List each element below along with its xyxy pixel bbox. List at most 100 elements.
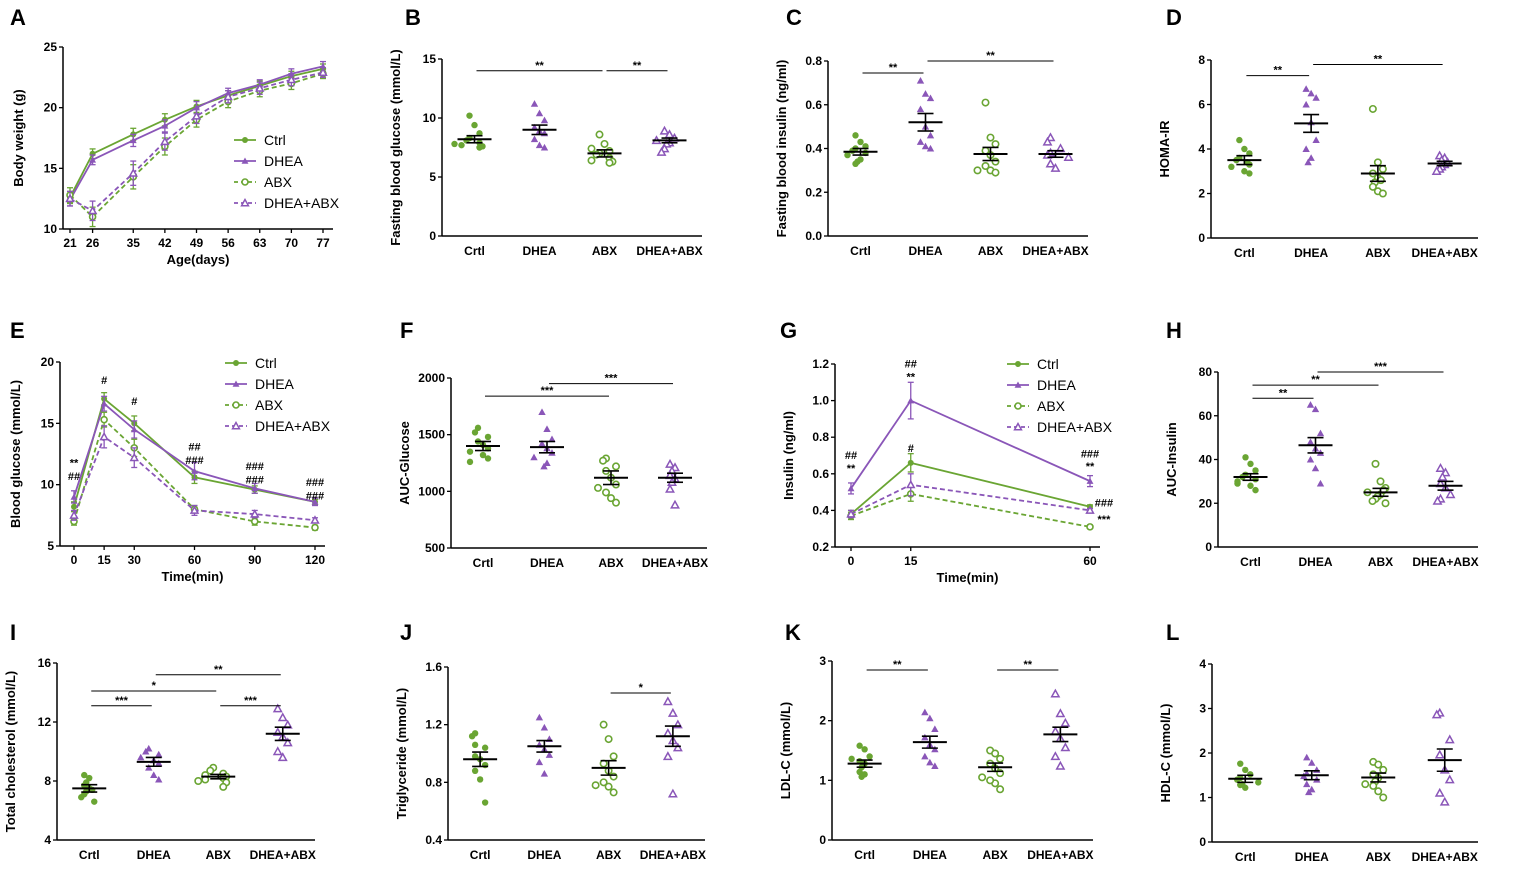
data-point: [160, 136, 170, 146]
data-point: [1241, 168, 1248, 175]
y-tick-label: 60: [1199, 409, 1213, 423]
data-point: [476, 776, 484, 783]
series-line: [73, 435, 316, 522]
data-point: [474, 424, 482, 432]
data-point: [191, 111, 202, 120]
data-point: [318, 67, 328, 76]
data-point: [656, 146, 667, 156]
data-point: [591, 781, 600, 790]
data-point: [926, 714, 934, 722]
data-point: [1055, 708, 1066, 718]
x-tick-label: 70: [285, 236, 299, 250]
group-dhea-abx: [1043, 688, 1078, 770]
data-point: [100, 400, 108, 407]
y-tick-label: 20: [1199, 496, 1213, 510]
data-point: [587, 144, 596, 153]
data-point: [286, 74, 297, 84]
group-dhea-abx: [658, 458, 692, 509]
x-tick-label: DHEA: [527, 848, 561, 862]
data-point: [593, 483, 602, 492]
significance-mark: ##: [68, 471, 80, 483]
data-point: [540, 462, 548, 470]
x-axis-label: Time(min): [162, 569, 224, 584]
data-point: [1361, 780, 1370, 789]
significance-mark: **: [906, 371, 915, 383]
y-tick-label: 4: [44, 833, 51, 847]
x-tick-label: 0: [848, 554, 855, 568]
significance-mark: **: [889, 62, 898, 74]
data-point: [250, 509, 260, 518]
data-point: [981, 162, 990, 171]
group-abx: [1360, 104, 1395, 198]
group-dhea-abx: [1428, 463, 1463, 505]
data-point: [538, 408, 546, 415]
y-tick-label: 20: [44, 101, 58, 115]
data-point: [272, 703, 283, 713]
group-dhea: [1298, 401, 1333, 487]
data-point: [481, 744, 489, 751]
y-tick-label: 500: [425, 541, 445, 555]
data-point: [543, 425, 551, 432]
y-tick-label: 2000: [418, 371, 445, 385]
data-point: [1379, 793, 1388, 802]
data-point: [272, 746, 283, 756]
data-point: [543, 459, 551, 466]
series-line: [850, 493, 1091, 528]
x-tick-label: DHEA+ABX: [1027, 848, 1093, 862]
data-point: [1373, 158, 1382, 167]
data-point: [611, 498, 620, 507]
data-point: [906, 479, 916, 489]
data-point: [1302, 145, 1310, 152]
data-point: [672, 742, 683, 752]
group-crtl: [843, 132, 878, 168]
data-point: [1311, 405, 1320, 413]
data-point: [1306, 455, 1315, 463]
x-tick-label: DHEA: [908, 244, 942, 258]
x-tick-label: Crtl: [854, 848, 875, 862]
data-point: [150, 771, 158, 779]
y-tick-label: 2: [1199, 746, 1206, 760]
data-point: [1444, 774, 1455, 784]
x-tick-label: 63: [253, 236, 267, 250]
y-tick-label: 15: [44, 161, 58, 175]
x-tick-label: DHEA+ABX: [636, 244, 702, 258]
significance-mark: **: [1273, 65, 1282, 77]
data-point: [1431, 166, 1442, 175]
series-dhea-abx: [69, 425, 320, 524]
data-point: [137, 753, 145, 761]
legend-label: DHEA: [1037, 377, 1077, 393]
data-point: [606, 494, 615, 503]
panel-f: F AUC-Glucose 500 1000 1500 2000 Crtl DHEA ABX DH…: [397, 318, 708, 570]
data-point: [1060, 717, 1071, 727]
data-point: [471, 753, 479, 760]
data-point: [1378, 189, 1387, 198]
y-tick-label: 3: [819, 654, 826, 668]
data-point: [852, 132, 859, 139]
data-point: [1241, 145, 1248, 153]
data-point: [1236, 136, 1243, 144]
data-point: [1313, 766, 1321, 773]
x-tick-label: DHEA+ABX: [642, 556, 708, 570]
significance-mark: #: [131, 396, 137, 408]
panel-e: E Blood glucose (mmol/L) 5 10 15 20 0 15 30 60 90 1…: [8, 318, 331, 584]
panel-label: C: [786, 5, 802, 30]
legend-marker: [1013, 422, 1023, 431]
y-tick-label: 0.4: [805, 142, 822, 156]
data-point: [599, 720, 608, 729]
y-axis-label: AUC-Glucose: [397, 421, 412, 505]
data-point: [471, 767, 479, 774]
x-tick-label: 77: [316, 236, 330, 250]
series-line: [850, 483, 1091, 515]
legend-marker: [231, 421, 241, 430]
panel-c: C Fasting blood insulin (ng/ml) 0.0 0.2 0.4 0…: [774, 5, 1089, 258]
data-point: [1439, 796, 1450, 806]
data-point: [468, 733, 476, 740]
group-dhea: [908, 77, 943, 152]
data-point: [1252, 467, 1259, 474]
data-point: [191, 467, 198, 474]
data-point: [155, 775, 163, 783]
y-tick-label: 0.8: [425, 775, 442, 789]
data-point: [277, 712, 288, 722]
data-point: [466, 448, 474, 455]
y-tick-label: 0: [1205, 540, 1212, 554]
